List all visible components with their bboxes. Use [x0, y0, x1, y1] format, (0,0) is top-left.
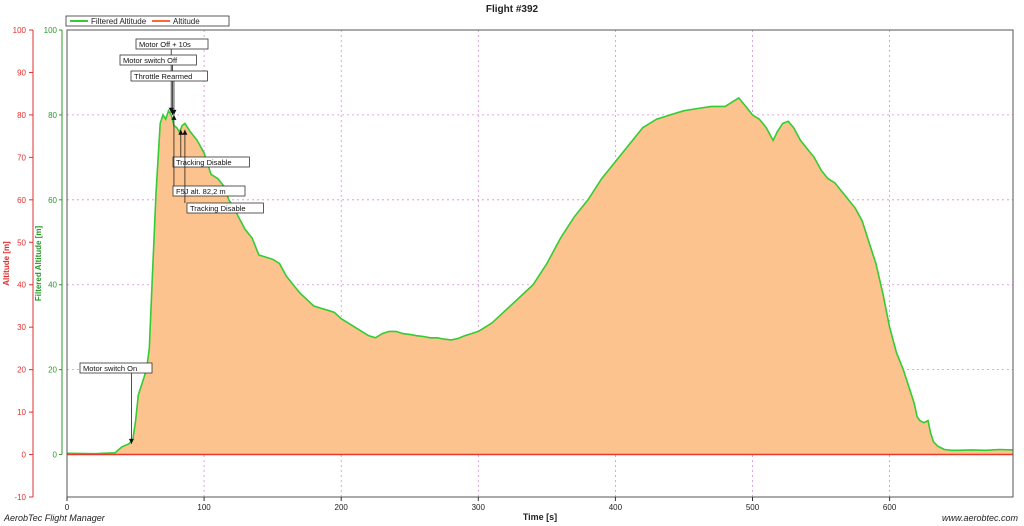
series-filtered-altitude — [66, 96, 1014, 455]
annotation-arrow — [171, 109, 177, 115]
annotation-arrow — [178, 129, 184, 135]
legend-label-altitude: Altitude — [173, 17, 200, 26]
altitude-tick-label: 100 — [13, 26, 27, 35]
plot-border — [66, 29, 1014, 498]
x-axis-label: Time [s] — [523, 512, 557, 522]
altitude-axis-label: Altitude [m] — [2, 241, 11, 286]
altitude-tick-label: 50 — [17, 238, 26, 247]
filtered-tick-label: 60 — [48, 196, 57, 205]
filtered-tick-label: 80 — [48, 111, 57, 120]
chart-title: Flight #392 — [486, 4, 539, 15]
footer-website: www.aerobtec.com — [941, 513, 1018, 523]
annotation-box — [172, 185, 246, 197]
annotation-label: Motor switch Off — [123, 56, 178, 65]
filtered-tick-label: 40 — [48, 281, 57, 290]
annotation-box — [186, 202, 264, 214]
annotation-label: Motor switch On — [83, 364, 137, 373]
altitude-tick-label: 70 — [17, 153, 26, 162]
annotation-box — [130, 70, 208, 82]
footer-app-name: AerobTec Flight Manager — [4, 513, 105, 523]
altitude-tick-label: 30 — [17, 323, 26, 332]
altitude-tick-label: 10 — [17, 408, 26, 417]
annotation-arrow — [128, 438, 134, 444]
filtered-axis-label: Filtered Altitude [m] — [34, 226, 43, 302]
x-tick-label: 0 — [65, 503, 70, 512]
x-tick-label: 200 — [335, 503, 349, 512]
altitude-tick-label: 60 — [17, 196, 26, 205]
altitude-tick-label: 20 — [17, 366, 26, 375]
annotation-label: Throttle Rearmed — [134, 72, 192, 81]
annotation-box — [119, 54, 197, 66]
x-tick-label: 400 — [609, 503, 623, 512]
filtered-tick-label: 0 — [53, 451, 58, 460]
annotation-box — [79, 362, 153, 374]
filtered-altitude-area — [67, 97, 1013, 455]
altitude-tick-label: 40 — [17, 281, 26, 290]
filtered-tick-label: 100 — [44, 26, 58, 35]
x-tick-label: 600 — [883, 503, 897, 512]
x-tick-label: 300 — [472, 503, 486, 512]
legend-label-filtered: Filtered Altitude — [91, 17, 147, 26]
annotation-label: Tracking Disable — [176, 158, 232, 167]
altitude-tick-label: 80 — [17, 111, 26, 120]
annotation-label: Tracking Disable — [190, 204, 246, 213]
annotation-label: Motor Off + 10s — [139, 40, 191, 49]
annotation-box — [135, 38, 209, 50]
annotation-arrow — [171, 114, 177, 120]
x-tick-label: 100 — [197, 503, 211, 512]
altitude-tick-label: -10 — [14, 493, 26, 502]
annotation-box — [172, 156, 250, 168]
annotation-label: F5J alt. 82,2 m — [176, 187, 226, 196]
filtered-tick-label: 20 — [48, 366, 57, 375]
legend — [65, 15, 230, 27]
altitude-tick-label: 0 — [22, 451, 27, 460]
x-tick-label: 500 — [746, 503, 760, 512]
annotation-arrow — [182, 129, 188, 135]
altitude-tick-label: 90 — [17, 68, 26, 77]
